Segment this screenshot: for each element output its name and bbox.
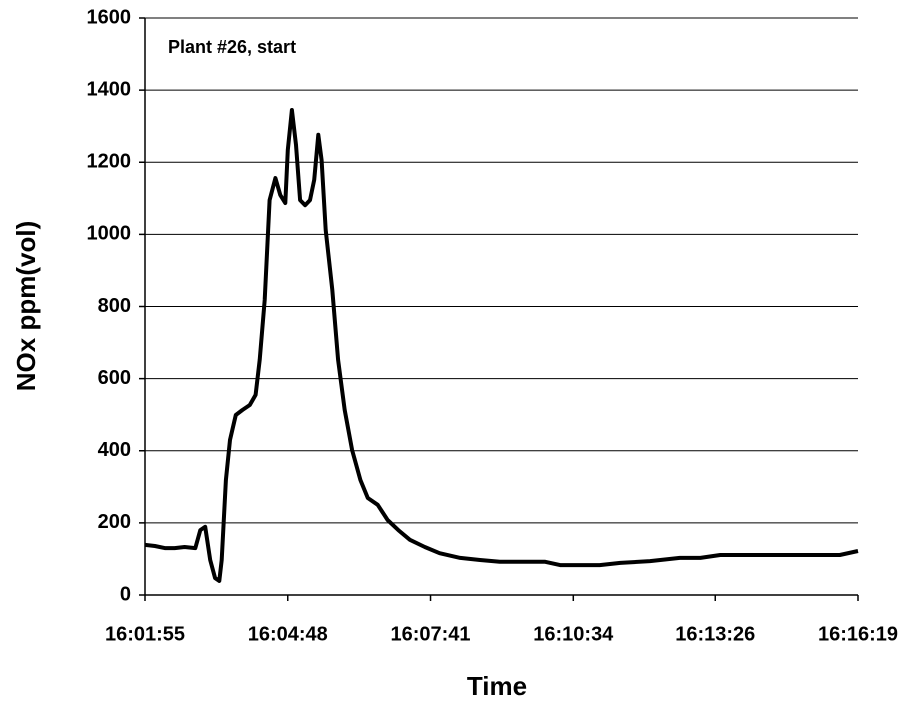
y-tick-label: 800 — [98, 295, 131, 317]
y-tick-label: 400 — [98, 439, 131, 461]
x-tick-label: 16:07:41 — [390, 623, 470, 645]
y-tick-label: 600 — [98, 367, 131, 389]
x-tick-label: 16:01:55 — [105, 623, 185, 645]
data-line — [144, 108, 859, 583]
y-tick-label: 1400 — [87, 78, 132, 100]
y-tick-label: 1000 — [87, 223, 132, 245]
x-tick-label: 16:16:19 — [818, 623, 898, 645]
y-tick-label: 1200 — [87, 151, 132, 173]
x-axis-title: Time — [467, 671, 527, 701]
x-tick-label: 16:04:48 — [248, 623, 328, 645]
annotation: Plant #26, start — [168, 37, 296, 57]
x-tick-label: 16:13:26 — [675, 623, 755, 645]
y-tick-label: 200 — [98, 511, 131, 533]
y-axis-title: NOx ppm(vol) — [11, 221, 41, 391]
x-tick-label: 16:10:34 — [533, 623, 614, 645]
y-tick-label: 0 — [120, 583, 131, 605]
y-tick-label: 1600 — [87, 6, 132, 28]
